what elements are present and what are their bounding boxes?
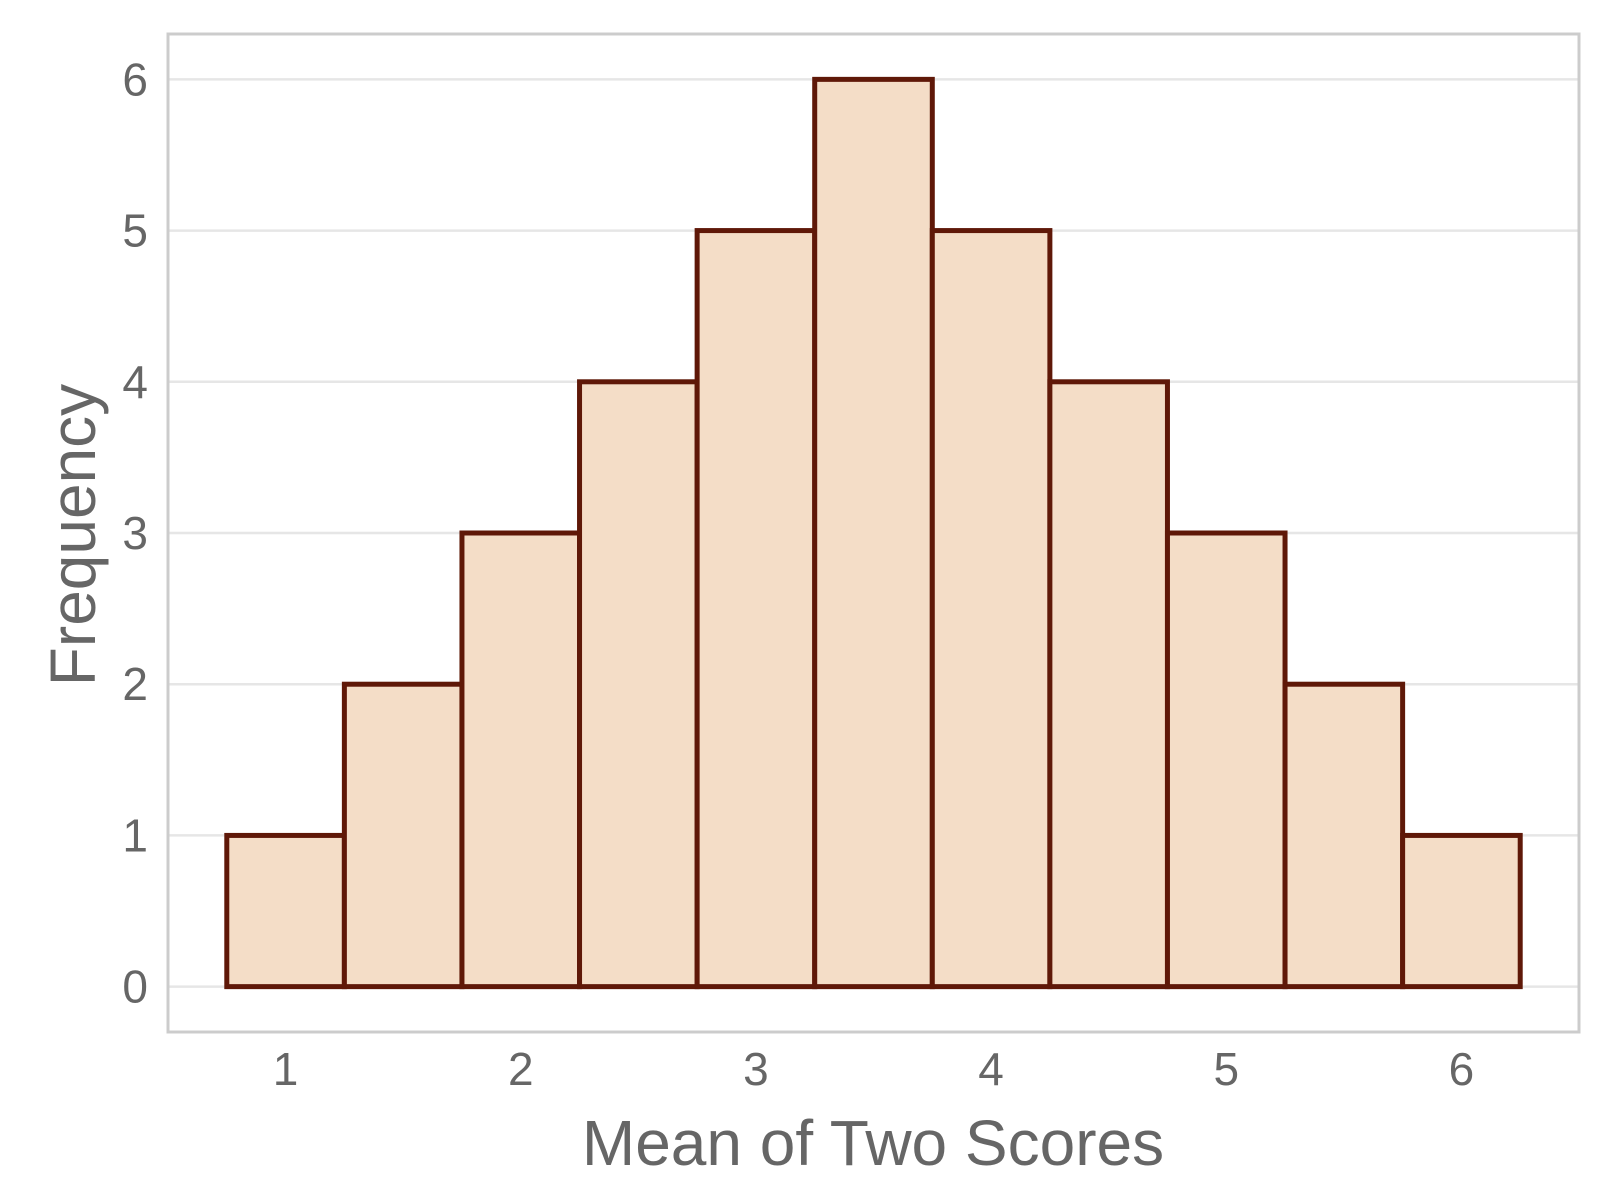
y-tick-label-6: 6 xyxy=(122,53,148,105)
plot-panel-border xyxy=(166,32,1581,1034)
histogram-bar-3 xyxy=(459,530,583,990)
y-tick-label-4: 4 xyxy=(122,356,148,408)
histogram-bar-7 xyxy=(929,228,1053,990)
histogram-bar-2 xyxy=(341,681,465,990)
histogram-bar-10 xyxy=(1282,681,1406,990)
x-tick-label-4: 4 xyxy=(978,1043,1004,1095)
y-tick-label-3: 3 xyxy=(122,507,148,559)
x-tick-label-3: 3 xyxy=(743,1043,769,1095)
x-tick-label-6: 6 xyxy=(1449,1043,1475,1095)
y-tick-label-0: 0 xyxy=(122,961,148,1013)
histogram-bar-4 xyxy=(577,379,700,990)
y-axis-title: Frequency xyxy=(37,384,109,686)
y-tick-label-5: 5 xyxy=(122,205,148,257)
histogram-bar-9 xyxy=(1164,530,1288,990)
x-tick-label-5: 5 xyxy=(1213,1043,1239,1095)
histogram-bar-5 xyxy=(694,228,818,990)
x-axis-title: Mean of Two Scores xyxy=(582,1107,1164,1179)
histogram-bar-6 xyxy=(812,76,935,990)
histogram-bar-1 xyxy=(224,832,347,990)
x-tick-label-2: 2 xyxy=(508,1043,534,1095)
y-tick-label-1: 1 xyxy=(122,809,148,861)
y-axis-tick-labels: 0 1 2 3 4 5 6 xyxy=(122,53,148,1012)
y-tick-label-2: 2 xyxy=(122,658,148,710)
bars-layer xyxy=(224,76,1523,990)
histogram-bar-8 xyxy=(1047,379,1170,990)
histogram-bar-11 xyxy=(1400,832,1523,990)
x-tick-label-1: 1 xyxy=(273,1043,299,1095)
x-axis-tick-labels: 1 2 3 4 5 6 xyxy=(273,1043,1474,1095)
